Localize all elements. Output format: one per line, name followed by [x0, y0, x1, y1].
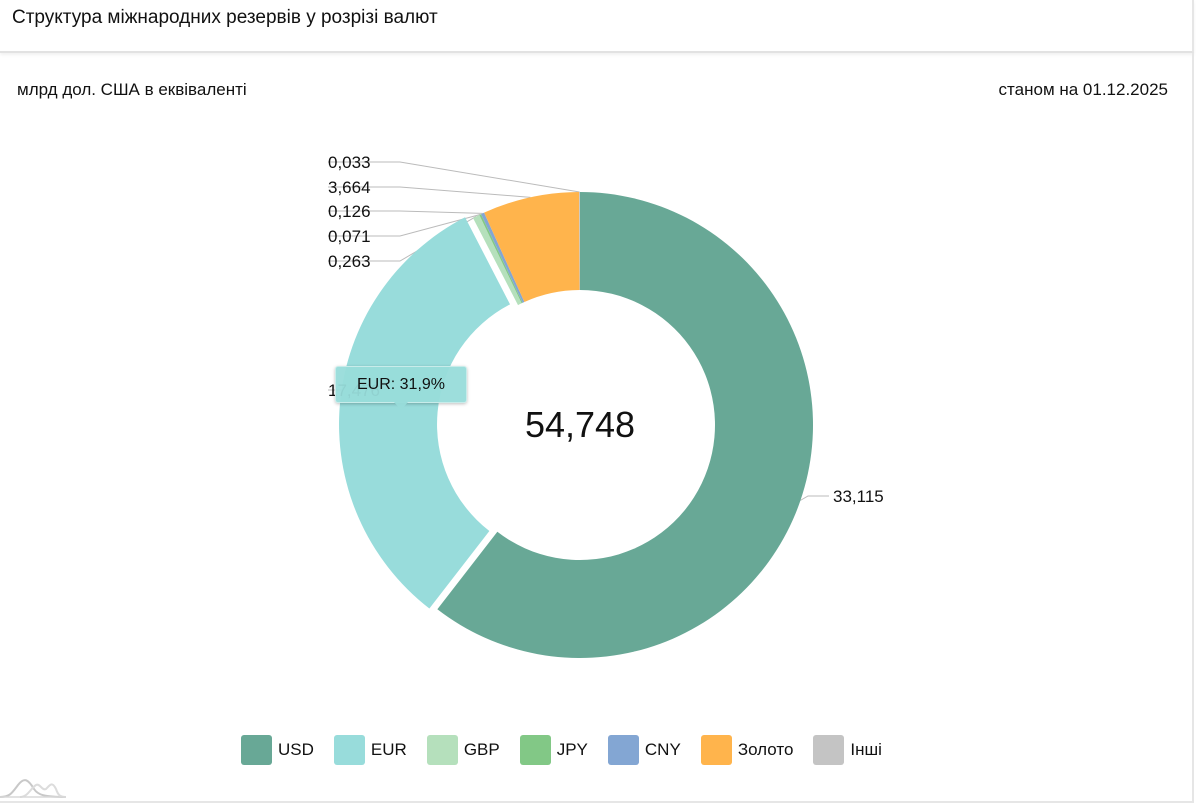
- legend-swatch: [700, 735, 732, 765]
- legend-item-2[interactable]: GBP: [426, 735, 500, 765]
- unit-label: млрд дол. США в еквіваленті: [17, 80, 247, 99]
- slice-2[interactable]: [473, 214, 522, 306]
- legend-swatch: [813, 735, 845, 765]
- slice-0[interactable]: [437, 192, 813, 658]
- legend-item-0[interactable]: USD: [241, 735, 314, 765]
- legend-swatch: [333, 735, 365, 765]
- leader-line-4: [328, 210, 483, 214]
- chart-header: Структура міжнародних резервів у розрізі…: [0, 0, 1194, 53]
- legend-swatch: [426, 735, 458, 765]
- leader-line-0: [800, 495, 829, 501]
- legend-item-6[interactable]: Інші: [813, 735, 882, 765]
- center-total-label: 54,748: [525, 404, 635, 445]
- legend-label: Золото: [737, 740, 794, 759]
- date-label: станом на 01.12.2025: [998, 80, 1168, 99]
- legend-item-3[interactable]: JPY: [519, 735, 588, 765]
- data-label-4: 0,126: [328, 202, 371, 221]
- data-label-5: 3,664: [328, 178, 371, 197]
- data-label-6: 0,033: [328, 153, 371, 172]
- legend-label: CNY: [644, 740, 681, 759]
- legend-label: EUR: [370, 740, 407, 759]
- legend-label: USD: [278, 740, 314, 759]
- legend-swatch: [241, 735, 272, 765]
- chart-frame: [0, 53, 1194, 803]
- legend-swatch: [607, 735, 639, 765]
- legend-label: GBP: [463, 740, 500, 759]
- data-label-0: 33,115: [833, 487, 884, 506]
- legend: USD EUR GBP JPY CNY Золото Інші: [241, 735, 902, 765]
- leader-line-6: [328, 161, 580, 193]
- logo-waves-icon: [0, 779, 67, 798]
- slice-1[interactable]: [339, 217, 511, 609]
- slice-5[interactable]: [484, 192, 580, 302]
- chart-title: Структура міжнародних резервів у розрізі…: [12, 7, 438, 28]
- legend-item-4[interactable]: CNY: [607, 735, 681, 765]
- tooltip: EUR: 31,9%: [335, 366, 467, 410]
- legend-item-5[interactable]: Золото: [700, 735, 794, 765]
- legend-label: Інші: [850, 740, 882, 759]
- legend-label: JPY: [556, 740, 588, 759]
- leader-line-3: [328, 213, 481, 237]
- slice-3[interactable]: [479, 214, 523, 304]
- slice-6[interactable]: [579, 192, 580, 291]
- data-label-3: 0,071: [328, 227, 371, 246]
- legend-item-1[interactable]: EUR: [333, 735, 407, 765]
- data-label-2: 0,263: [328, 252, 371, 271]
- leader-line-5: [328, 186, 531, 198]
- legend-swatch: [519, 735, 551, 765]
- slice-4[interactable]: [481, 212, 525, 303]
